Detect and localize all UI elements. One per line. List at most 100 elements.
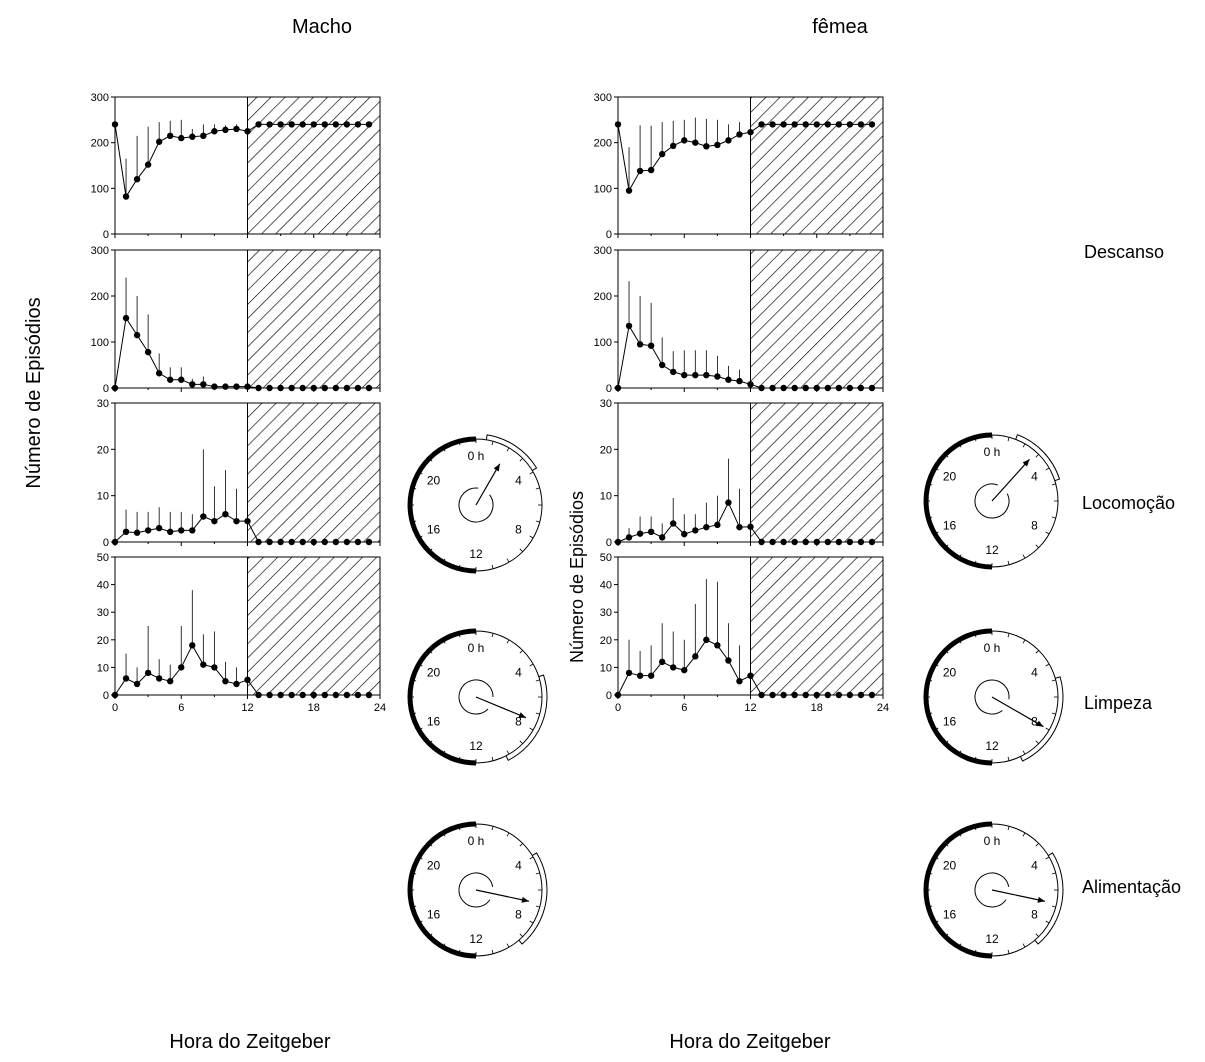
hour-tick bbox=[958, 443, 962, 448]
circular-plot-1: 0 h 4 8 12 16 20 bbox=[407, 628, 548, 766]
data-point bbox=[824, 121, 831, 128]
hour-tick bbox=[1045, 856, 1050, 860]
hour-tick bbox=[412, 712, 417, 715]
mean-vector-arrowhead bbox=[518, 712, 527, 718]
data-point bbox=[244, 383, 251, 390]
hour-tick bbox=[1051, 905, 1056, 908]
hour-tick bbox=[412, 679, 417, 682]
y-tick-label: 30 bbox=[97, 398, 109, 410]
hour-tick bbox=[442, 639, 446, 644]
data-point bbox=[692, 527, 699, 534]
y-tick-label: 300 bbox=[91, 92, 109, 104]
data-point bbox=[200, 381, 207, 388]
data-point bbox=[111, 691, 119, 699]
inner-arc bbox=[458, 679, 494, 715]
hour-tick bbox=[418, 856, 423, 860]
hour-tick bbox=[1022, 750, 1026, 755]
hour-tick bbox=[1007, 826, 1010, 831]
hour-tick bbox=[506, 943, 510, 948]
data-point bbox=[813, 121, 820, 128]
data-point bbox=[122, 193, 130, 200]
hour-label: 4 bbox=[515, 859, 522, 873]
data-point bbox=[714, 373, 721, 380]
hour-tick bbox=[1045, 467, 1050, 471]
behavior-label-limpeza: Limpeza bbox=[1084, 693, 1153, 713]
y-tick-label: 40 bbox=[97, 580, 109, 592]
hour-tick bbox=[1045, 920, 1050, 924]
data-point bbox=[343, 691, 351, 699]
y-tick-label: 0 bbox=[103, 690, 109, 702]
hour-tick bbox=[529, 471, 534, 475]
hour-tick bbox=[1022, 832, 1026, 837]
confidence-arc bbox=[505, 674, 548, 761]
hour-tick bbox=[934, 920, 939, 924]
x-axis-label-female: Hora do Zeitgeber bbox=[669, 1031, 831, 1053]
data-point bbox=[321, 384, 328, 392]
data-point bbox=[747, 128, 754, 136]
confidence-arc bbox=[485, 434, 538, 471]
hour-tick bbox=[1022, 943, 1026, 948]
data-point bbox=[670, 368, 677, 376]
hour-tick bbox=[491, 949, 494, 954]
hour-label: 8 bbox=[515, 715, 522, 729]
data-point bbox=[288, 384, 295, 392]
data-point bbox=[835, 121, 843, 128]
data-point bbox=[354, 538, 362, 546]
data-point bbox=[299, 538, 306, 546]
hour-label: 0 h bbox=[468, 641, 485, 655]
circular-plot-2: 0 h 4 8 12 16 20 bbox=[407, 821, 548, 959]
mean-vector bbox=[991, 696, 1044, 728]
hour-tick bbox=[974, 560, 977, 565]
hour-tick bbox=[934, 467, 939, 471]
hour-label: 16 bbox=[943, 715, 957, 729]
data-point bbox=[155, 524, 163, 532]
data-point bbox=[266, 538, 273, 546]
data-point bbox=[122, 528, 130, 536]
hour-label: 16 bbox=[427, 715, 441, 729]
hour-tick bbox=[934, 856, 939, 860]
data-point bbox=[703, 143, 710, 150]
y-axis-label-main: Número de Episódios bbox=[23, 297, 45, 488]
data-point bbox=[802, 538, 809, 546]
panel-6: 0 10 20 30 bbox=[600, 398, 884, 549]
data-point bbox=[769, 121, 776, 128]
mean-vector-arrowhead bbox=[521, 896, 529, 903]
inner-arc bbox=[974, 872, 1010, 908]
hour-label: 16 bbox=[943, 519, 957, 533]
hour-tick bbox=[458, 826, 461, 831]
hour-tick bbox=[442, 943, 446, 948]
hour-label: 12 bbox=[469, 739, 483, 753]
hour-tick bbox=[529, 920, 534, 924]
y-tick-label: 300 bbox=[91, 245, 109, 257]
mean-vector bbox=[991, 889, 1046, 902]
inner-arc bbox=[458, 487, 494, 523]
hour-tick bbox=[412, 487, 417, 490]
data-point bbox=[189, 133, 196, 140]
hour-label: 4 bbox=[1031, 666, 1038, 680]
hour-tick bbox=[1045, 531, 1050, 535]
x-tick-label: 0 bbox=[112, 702, 118, 714]
hour-tick bbox=[442, 832, 446, 837]
data-point bbox=[122, 675, 130, 682]
hour-tick bbox=[442, 558, 446, 563]
y-tick-label: 20 bbox=[600, 635, 612, 647]
data-point bbox=[255, 538, 262, 546]
data-point bbox=[824, 538, 831, 546]
data-point bbox=[211, 128, 218, 135]
dark-phase bbox=[247, 97, 380, 234]
data-point bbox=[647, 166, 655, 174]
data-point bbox=[332, 691, 340, 699]
hour-label: 20 bbox=[943, 859, 957, 873]
data-point bbox=[824, 691, 831, 699]
hour-tick bbox=[1035, 843, 1039, 847]
panel-2: 0 10 20 30 bbox=[97, 398, 381, 549]
hour-tick bbox=[974, 826, 977, 831]
y-tick-label: 30 bbox=[600, 607, 612, 619]
dark-phase-arc bbox=[407, 436, 477, 574]
hour-tick bbox=[945, 843, 949, 847]
data-point bbox=[614, 384, 622, 392]
hour-tick bbox=[928, 712, 933, 715]
data-point bbox=[625, 187, 633, 194]
